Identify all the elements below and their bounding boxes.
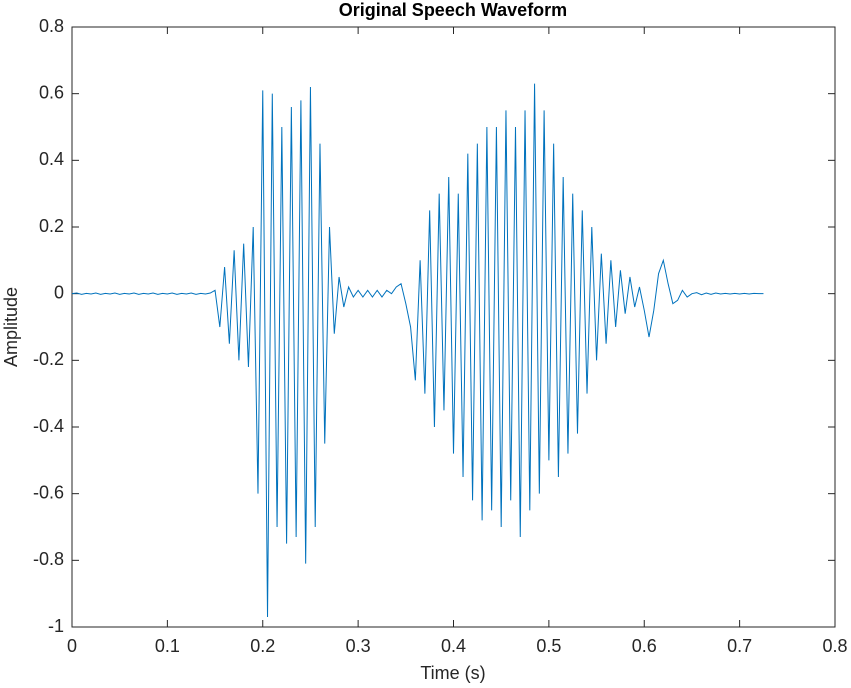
x-tick-label: 0.5 <box>536 636 561 656</box>
x-tick-label: 0.7 <box>727 636 752 656</box>
x-tick-label: 0.2 <box>250 636 275 656</box>
y-tick-label: 0 <box>54 282 64 302</box>
x-tick-label: 0.6 <box>632 636 657 656</box>
y-tick-label: -0.4 <box>33 416 64 436</box>
x-tick-label: 0.4 <box>441 636 466 656</box>
y-tick-label: 0.2 <box>39 216 64 236</box>
y-tick-label: 0.4 <box>39 149 64 169</box>
y-tick-label: 0.6 <box>39 82 64 102</box>
x-tick-label: 0 <box>67 636 77 656</box>
x-tick-label: 0.3 <box>346 636 371 656</box>
y-tick-label: -0.6 <box>33 482 64 502</box>
y-axis-label: Amplitude <box>1 287 21 367</box>
y-tick-label: -0.8 <box>33 549 64 569</box>
x-tick-label: 0.8 <box>822 636 847 656</box>
plot-box <box>71 26 836 628</box>
y-tick-label: -1 <box>48 616 64 636</box>
x-axis-label: Time (s) <box>420 663 485 683</box>
x-tick-label: 0.1 <box>155 636 180 656</box>
chart-title: Original Speech Waveform <box>339 0 567 20</box>
y-tick-label: 0.8 <box>39 16 64 36</box>
y-tick-label: -0.2 <box>33 349 64 369</box>
waveform-line <box>71 83 764 618</box>
